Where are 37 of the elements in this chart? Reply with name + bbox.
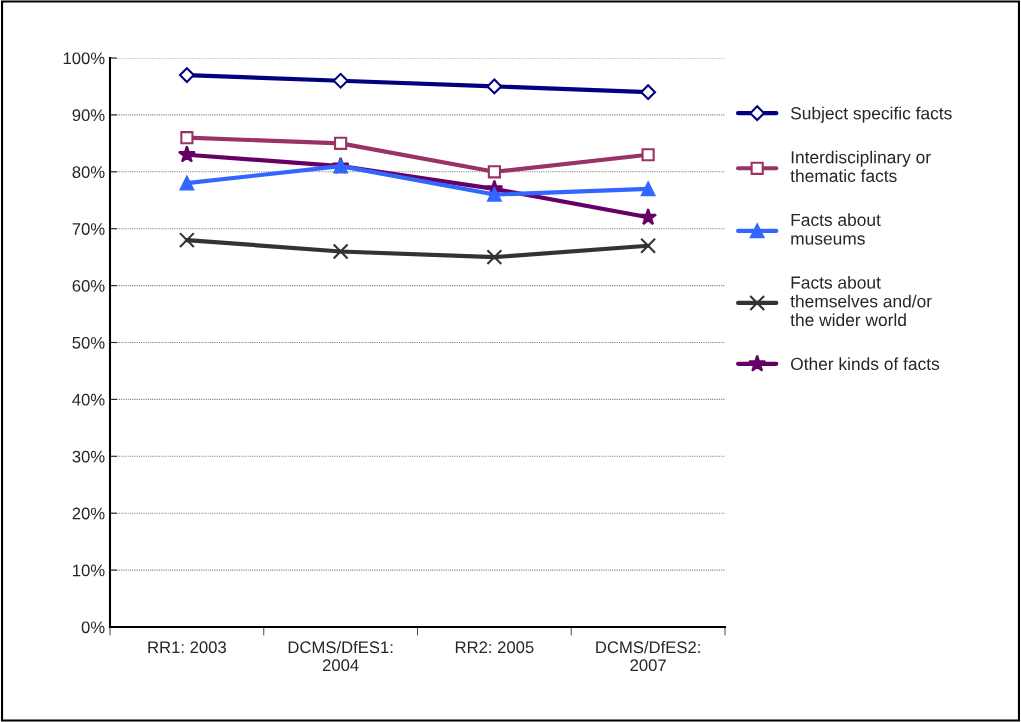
point <box>487 165 501 179</box>
point <box>640 84 657 101</box>
legend-label: Other kinds of facts <box>791 357 940 371</box>
legend-label: Facts about museums <box>791 213 881 245</box>
point <box>178 67 195 83</box>
y-tick-label: 70% <box>72 223 105 235</box>
point <box>332 72 349 89</box>
legend-label: Interdisciplinary or thematic facts <box>790 150 931 183</box>
y-tick-label: 0% <box>81 621 105 634</box>
point <box>332 243 349 260</box>
x-tick-label: DCMS/DfES2: 2007 <box>596 640 700 672</box>
point <box>177 145 196 163</box>
point <box>179 175 195 191</box>
y-tick-label: 90% <box>72 109 105 122</box>
x-tick-label: RR2: 2005 <box>455 641 534 654</box>
point <box>641 148 655 162</box>
y-tick-label: 100% <box>63 52 105 65</box>
point <box>639 207 658 226</box>
x-tick-label: DCMS/DfES1: 2004 <box>288 640 393 672</box>
y-tick-label: 60% <box>72 280 105 292</box>
point <box>180 131 194 145</box>
y-tick-label: 40% <box>72 393 105 406</box>
point <box>334 136 348 150</box>
point <box>486 249 503 266</box>
x-tick-label: RR1: 2003 <box>148 641 226 654</box>
point <box>640 181 656 197</box>
legend-label: Facts about themselves and/or the wider world <box>790 275 932 327</box>
point <box>486 78 503 95</box>
legend-label: Subject specific facts <box>790 106 952 123</box>
point <box>487 187 502 202</box>
y-tick-label: 20% <box>72 507 105 520</box>
y-tick-label: 50% <box>72 336 105 349</box>
y-tick-label: 80% <box>72 166 105 178</box>
point <box>178 232 195 249</box>
y-tick-label: 10% <box>73 564 105 577</box>
point <box>640 237 657 254</box>
y-tick-label: 30% <box>72 450 105 463</box>
